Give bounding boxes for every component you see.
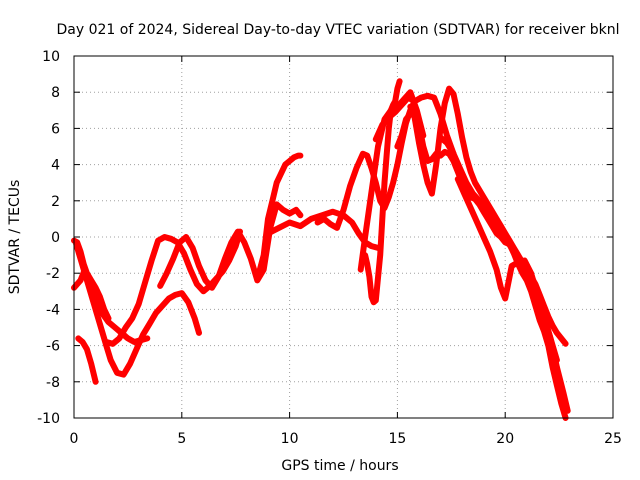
x-tick-label: 10 — [281, 431, 299, 447]
y-tick-label: -10 — [37, 411, 60, 427]
y-tick-label: 2 — [51, 194, 60, 210]
y-tick-label: 4 — [51, 158, 60, 174]
y-tick-label: -6 — [46, 339, 60, 355]
series-arc-16 — [454, 176, 560, 364]
y-tick-label: 0 — [51, 230, 60, 246]
grid-lines — [74, 56, 613, 418]
y-tick-label: -2 — [46, 266, 60, 282]
series-arc-4 — [73, 241, 202, 378]
y-tick-label: 8 — [51, 85, 60, 101]
x-tick-label: 15 — [388, 431, 406, 447]
x-tick-label: 5 — [177, 431, 186, 447]
y-axis-label: SDTVAR / TECUs — [7, 180, 23, 295]
series-arc-10 — [359, 78, 403, 306]
y-tick-label: -4 — [46, 302, 60, 318]
y-tick-label: -8 — [46, 375, 60, 391]
y-tick-label: 10 — [42, 49, 60, 65]
x-tick-labels: 0 5 10 15 20 25 — [70, 431, 622, 447]
axis-ticks — [73, 55, 614, 419]
series-arc-5 — [103, 228, 243, 347]
y-tick-labels: -10 -8 -6 -4 -2 0 2 4 6 8 10 — [37, 49, 60, 427]
x-tick-label: 20 — [496, 431, 514, 447]
series-arc-3 — [75, 335, 99, 385]
data-traces — [71, 78, 571, 421]
chart-title: Day 021 of 2024, Sidereal Day-to-day VTE… — [57, 22, 620, 38]
y-tick-label: 6 — [51, 121, 60, 137]
x-tick-label: 0 — [70, 431, 79, 447]
series-arc-6 — [157, 201, 304, 291]
x-axis-label: GPS time / hours — [281, 458, 398, 474]
x-tick-label: 25 — [604, 431, 622, 447]
